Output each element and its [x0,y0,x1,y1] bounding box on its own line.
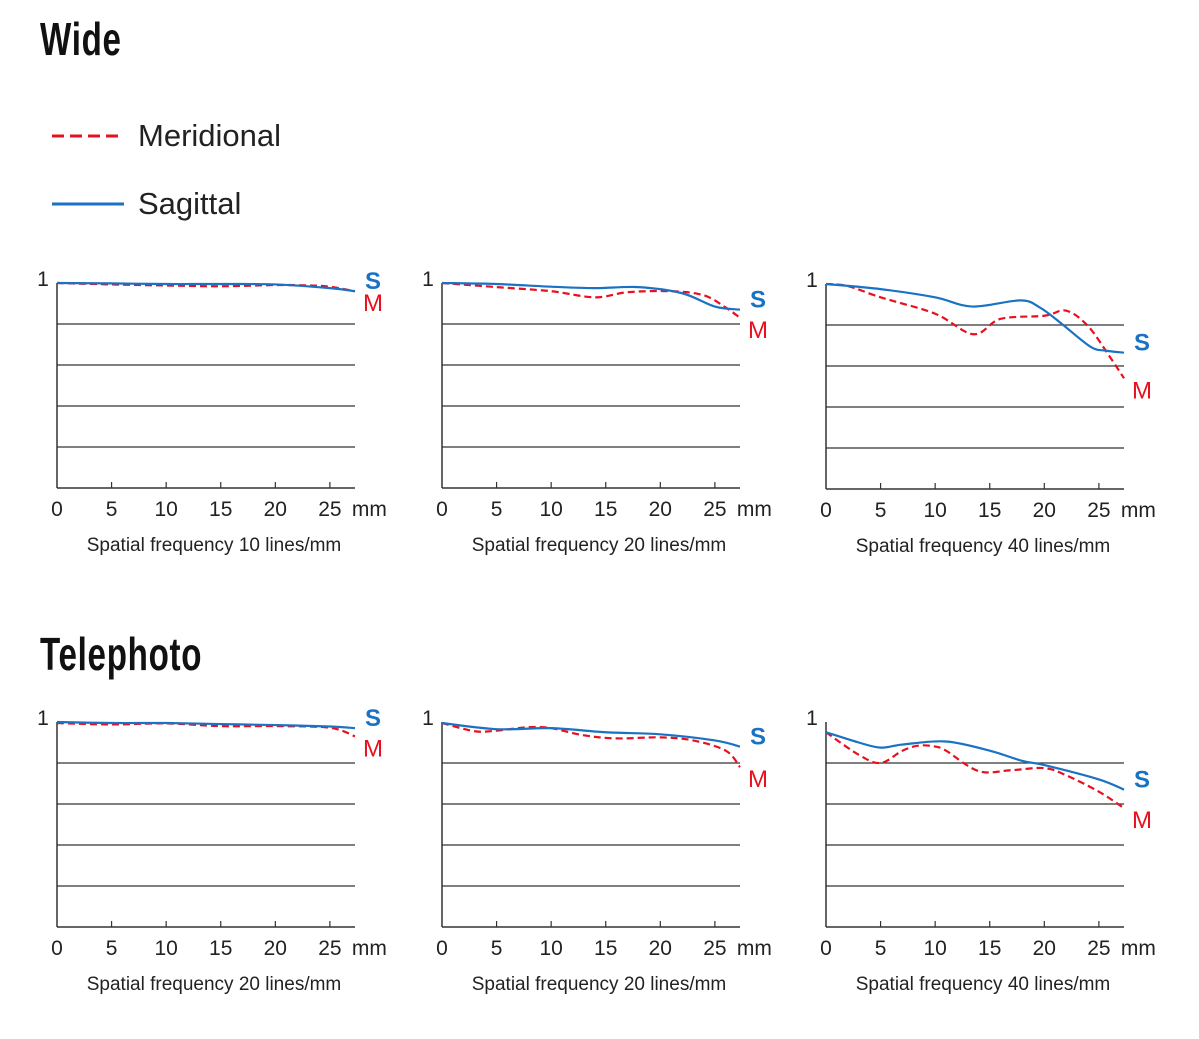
x-tick-label: 15 [978,937,1001,960]
x-tick-label: 25 [318,937,341,960]
x-tick-label: 10 [154,498,177,521]
x-tick-label: 10 [539,498,562,521]
x-tick-label: 0 [51,498,63,521]
x-tick-label: 10 [154,937,177,960]
x-tick-label: 25 [703,937,726,960]
chart-caption: Spatial frequency 40 lines/mm [856,536,1111,557]
dashed-line-icon [52,134,124,138]
x-tick-label: 20 [649,937,672,960]
x-tick-label: 25 [1087,937,1110,960]
x-tick-label: 5 [106,937,118,960]
section-title-wide: Wide [40,13,122,65]
series-label-s: S [750,724,766,751]
x-unit-label: mm [352,498,387,521]
x-unit-label: mm [737,498,772,521]
sagittal-line [441,721,741,748]
x-unit-label: mm [352,937,387,960]
series-label-m: M [363,735,383,762]
x-tick-label: 0 [820,499,832,522]
x-tick-label: 0 [436,498,448,521]
series-label-s: S [365,705,381,732]
x-tick-label: 15 [209,937,232,960]
x-tick-label: 20 [1033,499,1056,522]
y-tick-label: 1 [806,269,818,292]
series-label-m: M [748,317,768,344]
legend-label: Meridional [138,118,282,153]
x-tick-label: 25 [318,498,341,521]
meridional-line [441,281,741,319]
x-tick-label: 5 [491,498,503,521]
x-tick-label: 25 [703,498,726,521]
series-label-s: S [1134,767,1150,794]
x-tick-label: 10 [539,937,562,960]
y-tick-label: 1 [37,268,49,291]
x-tick-label: 5 [491,937,503,960]
x-tick-label: 20 [264,498,287,521]
x-unit-label: mm [737,937,772,960]
x-tick-label: 0 [436,937,448,960]
legend-sagittal: Sagittal [52,186,241,222]
meridional-line [441,721,741,768]
series-label-s: S [365,268,381,295]
sagittal-line [441,281,741,311]
x-tick-label: 10 [923,937,946,960]
y-tick-label: 1 [422,707,434,730]
x-tick-label: 20 [649,498,672,521]
series-label-m: M [748,766,768,793]
sagittal-line [825,282,1125,354]
x-tick-label: 0 [820,937,832,960]
sagittal-line [56,720,356,730]
series-label-m: M [1132,377,1152,404]
legend-meridional: Meridional [52,118,281,154]
series-label-m: M [1132,807,1152,834]
section-title-telephoto: Telephoto [40,628,203,680]
x-tick-label: 10 [923,499,946,522]
x-tick-label: 15 [209,498,232,521]
y-tick-label: 1 [422,268,434,291]
meridional-line [825,282,1125,379]
series-label-m: M [363,290,383,317]
y-tick-label: 1 [806,707,818,730]
series-label-s: S [750,287,766,314]
x-tick-label: 20 [1033,937,1056,960]
x-tick-label: 5 [875,499,887,522]
legend-label: Sagittal [138,186,242,221]
chart-caption: Spatial frequency 20 lines/mm [472,535,727,556]
series-label-s: S [1134,330,1150,357]
x-unit-label: mm [1121,937,1156,960]
chart-caption: Spatial frequency 40 lines/mm [856,974,1111,995]
x-tick-label: 15 [594,498,617,521]
sagittal-line [56,281,356,293]
x-unit-label: mm [1121,499,1156,522]
meridional-line [825,731,1125,810]
x-tick-label: 15 [978,499,1001,522]
y-tick-label: 1 [37,707,49,730]
x-tick-label: 0 [51,937,63,960]
x-tick-label: 15 [594,937,617,960]
x-tick-label: 5 [106,498,118,521]
sagittal-line [825,731,1125,791]
x-tick-label: 25 [1087,499,1110,522]
chart-caption: Spatial frequency 20 lines/mm [472,974,727,995]
solid-line-icon [52,202,124,206]
chart-caption: Spatial frequency 10 lines/mm [87,535,342,556]
x-tick-label: 20 [264,937,287,960]
chart-caption: Spatial frequency 20 lines/mm [87,974,342,995]
x-tick-label: 5 [875,937,887,960]
